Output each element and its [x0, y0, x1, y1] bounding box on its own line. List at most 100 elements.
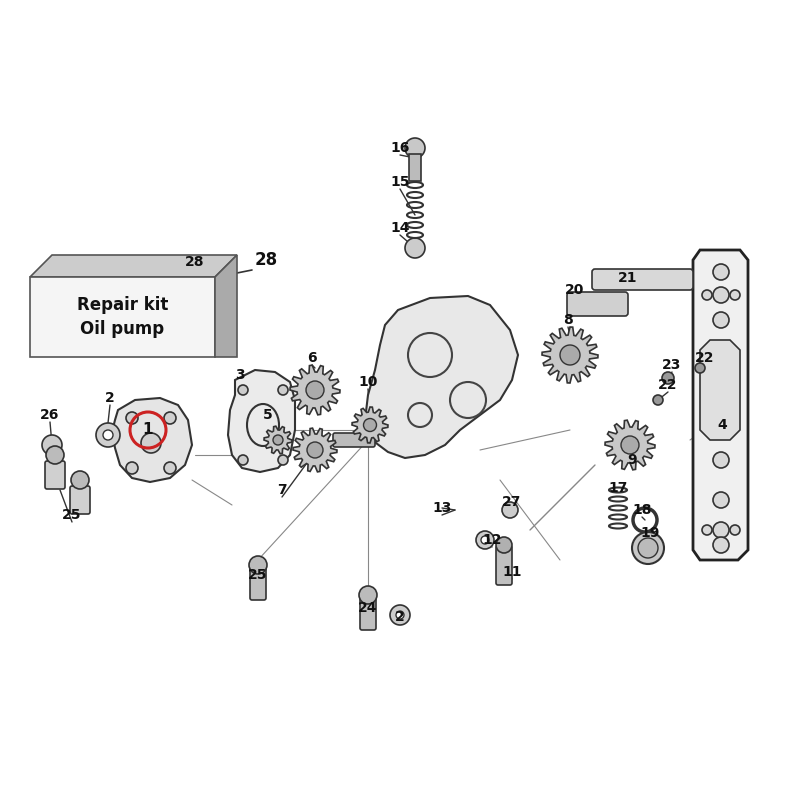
Circle shape — [621, 436, 639, 454]
Circle shape — [481, 536, 489, 544]
Circle shape — [502, 502, 518, 518]
Polygon shape — [700, 340, 740, 440]
Text: 22: 22 — [658, 378, 678, 392]
Polygon shape — [264, 426, 292, 454]
Circle shape — [702, 290, 712, 300]
Text: 6: 6 — [307, 351, 317, 365]
FancyBboxPatch shape — [45, 461, 65, 489]
Text: 1: 1 — [142, 422, 154, 438]
FancyBboxPatch shape — [333, 433, 375, 447]
Text: 20: 20 — [566, 283, 585, 297]
Circle shape — [42, 435, 62, 455]
Circle shape — [695, 363, 705, 373]
Text: 24: 24 — [358, 601, 378, 615]
Circle shape — [273, 435, 283, 445]
Circle shape — [662, 372, 674, 384]
Circle shape — [238, 385, 248, 395]
Circle shape — [632, 532, 664, 564]
Text: 5: 5 — [263, 408, 273, 422]
Circle shape — [141, 433, 161, 453]
Polygon shape — [293, 428, 337, 472]
Polygon shape — [215, 255, 237, 357]
Text: 23: 23 — [662, 358, 682, 372]
Text: 3: 3 — [235, 368, 245, 382]
FancyBboxPatch shape — [496, 546, 512, 585]
Circle shape — [638, 538, 658, 558]
Text: 27: 27 — [502, 495, 522, 509]
Circle shape — [476, 531, 494, 549]
Text: 4: 4 — [717, 418, 727, 432]
Polygon shape — [605, 420, 655, 470]
Text: 22: 22 — [695, 351, 714, 365]
Text: 14: 14 — [390, 221, 410, 235]
Circle shape — [713, 522, 729, 538]
Circle shape — [363, 418, 377, 431]
Text: 28: 28 — [255, 251, 278, 269]
Polygon shape — [693, 250, 748, 560]
Polygon shape — [30, 255, 237, 277]
FancyBboxPatch shape — [360, 596, 376, 630]
FancyBboxPatch shape — [409, 154, 421, 181]
Circle shape — [702, 525, 712, 535]
Circle shape — [278, 455, 288, 465]
Polygon shape — [352, 407, 388, 443]
Text: 25: 25 — [248, 568, 268, 582]
Text: 9: 9 — [627, 453, 637, 467]
Text: 16: 16 — [390, 141, 410, 155]
Circle shape — [496, 537, 512, 553]
Text: 17: 17 — [608, 481, 628, 495]
Text: 2: 2 — [105, 391, 115, 405]
Circle shape — [405, 138, 425, 158]
Polygon shape — [112, 398, 192, 482]
Polygon shape — [542, 327, 598, 383]
Circle shape — [713, 492, 729, 508]
Circle shape — [390, 605, 410, 625]
Text: 21: 21 — [618, 271, 638, 285]
Text: 11: 11 — [502, 565, 522, 579]
Polygon shape — [228, 370, 295, 472]
Circle shape — [278, 385, 288, 395]
FancyBboxPatch shape — [592, 269, 693, 290]
Circle shape — [46, 446, 64, 464]
FancyBboxPatch shape — [567, 292, 628, 316]
Circle shape — [307, 442, 323, 458]
Text: 8: 8 — [563, 313, 573, 327]
Text: 19: 19 — [640, 526, 660, 540]
Circle shape — [730, 290, 740, 300]
Circle shape — [713, 312, 729, 328]
Circle shape — [164, 462, 176, 474]
FancyBboxPatch shape — [30, 277, 215, 357]
Circle shape — [306, 381, 324, 399]
Circle shape — [126, 412, 138, 424]
Circle shape — [713, 412, 729, 428]
Circle shape — [71, 471, 89, 489]
Circle shape — [713, 264, 729, 280]
Circle shape — [560, 345, 580, 365]
Circle shape — [730, 525, 740, 535]
Text: 12: 12 — [482, 533, 502, 547]
Circle shape — [713, 287, 729, 303]
Circle shape — [249, 556, 267, 574]
FancyBboxPatch shape — [250, 566, 266, 600]
Text: 10: 10 — [358, 375, 378, 389]
Circle shape — [126, 462, 138, 474]
Text: 25: 25 — [62, 508, 82, 522]
Text: 18: 18 — [632, 503, 652, 517]
Circle shape — [103, 430, 113, 440]
Polygon shape — [365, 296, 518, 458]
Circle shape — [713, 372, 729, 388]
Circle shape — [405, 238, 425, 258]
Text: Repair kit
Oil pump: Repair kit Oil pump — [77, 296, 168, 338]
Circle shape — [359, 586, 377, 604]
Circle shape — [238, 455, 248, 465]
Text: 15: 15 — [390, 175, 410, 189]
Text: 2: 2 — [395, 610, 405, 624]
Circle shape — [653, 395, 663, 405]
Circle shape — [164, 412, 176, 424]
Text: 28: 28 — [186, 255, 205, 269]
Circle shape — [713, 537, 729, 553]
Text: 7: 7 — [277, 483, 287, 497]
Circle shape — [96, 423, 120, 447]
Text: 13: 13 — [432, 501, 452, 515]
Text: 26: 26 — [40, 408, 60, 422]
